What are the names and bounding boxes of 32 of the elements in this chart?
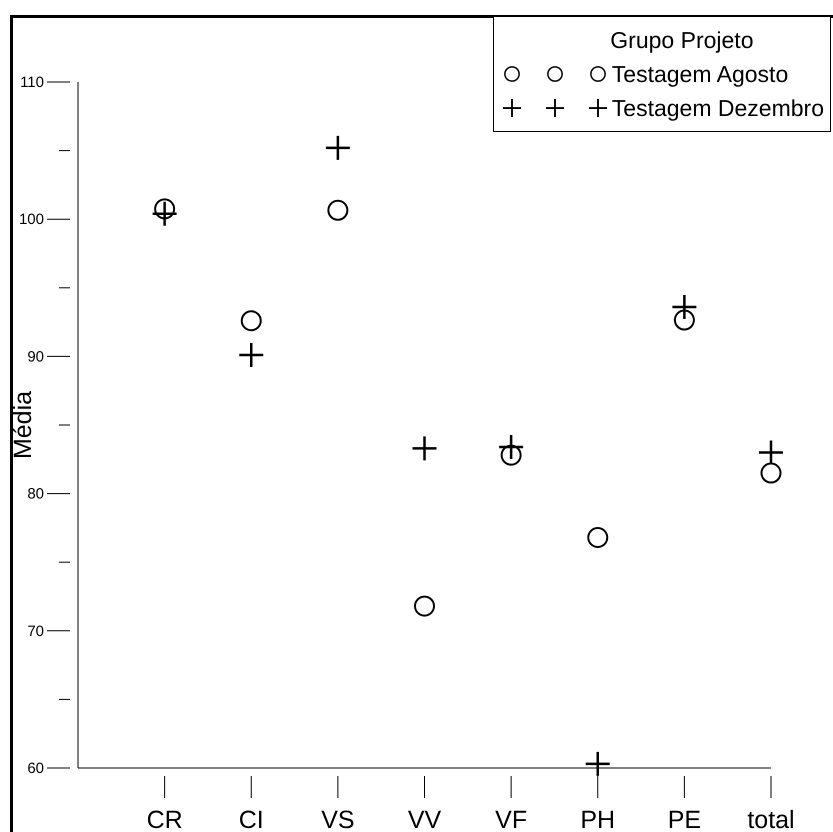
x-tick-label: VV: [408, 806, 442, 832]
point: [759, 440, 783, 464]
x-tick-label: CR: [146, 806, 183, 832]
point: [414, 596, 435, 617]
point: [412, 436, 436, 460]
point: [239, 343, 264, 368]
point: [672, 295, 696, 320]
y-tick-label: 60: [27, 760, 44, 777]
x-tick-label: VS: [321, 806, 355, 832]
point: [674, 310, 695, 331]
y-tick-label: 110: [20, 74, 44, 91]
x-tick-label: VF: [495, 806, 528, 832]
y-tick-label: 80: [27, 486, 44, 503]
x-tick-label: CI: [238, 806, 264, 832]
y-tick-label: 90: [27, 348, 44, 366]
x-tick-label: PH: [580, 806, 616, 832]
legend-label: Testagem Agosto: [612, 60, 788, 89]
y-axis-title: Média: [8, 390, 37, 460]
x-tick-label: PE: [668, 806, 702, 832]
point: [327, 200, 348, 221]
legend-label: Testagem Dezembro: [612, 94, 824, 123]
y-tick-label: 70: [27, 622, 44, 640]
point: [586, 752, 610, 776]
point: [240, 310, 262, 332]
point: [587, 527, 608, 548]
point: [760, 462, 782, 484]
point: [326, 136, 350, 160]
point: [152, 202, 177, 226]
y-tick-label: 100: [18, 211, 44, 228]
legend-title: Grupo Projeto: [609, 26, 754, 55]
x-tick-label: total: [747, 806, 795, 832]
point: [499, 434, 524, 459]
